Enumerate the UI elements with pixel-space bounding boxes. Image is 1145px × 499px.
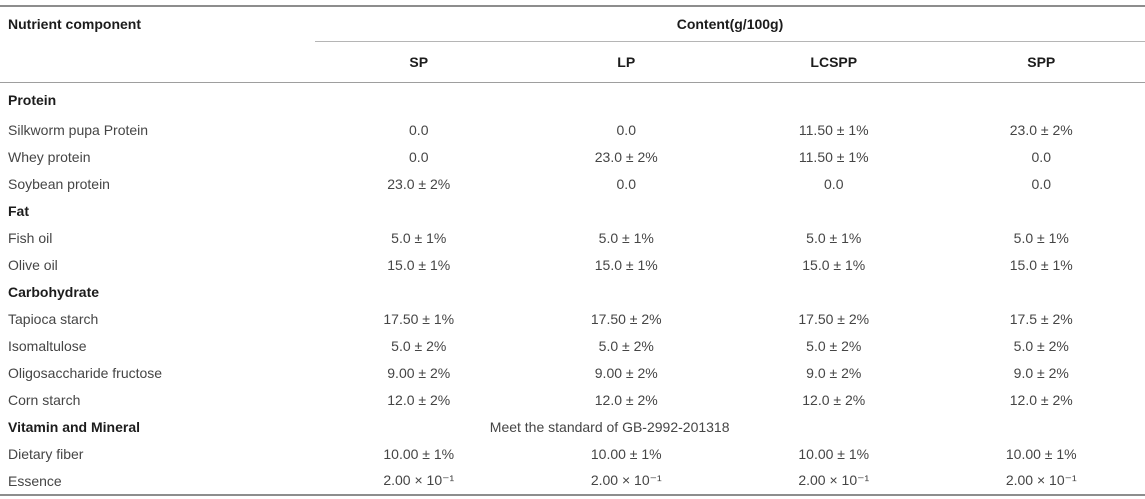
- section-title: Fat: [8, 202, 29, 219]
- row-value-sp: 23.0 ± 2%: [387, 175, 451, 192]
- section-title: Protein: [8, 91, 57, 108]
- row-value-lcspp: 17.50 ± 2%: [798, 310, 870, 327]
- table-header: Nutrient component Content(g/100g) SP LP…: [0, 6, 1145, 83]
- row-value-lcspp: 11.50 ± 1%: [798, 148, 869, 165]
- section-title: Carbohydrate: [8, 283, 100, 300]
- table-row: Fish oil 5.0 ± 1% 5.0 ± 1% 5.0 ± 1% 5.0 ± 1%: [0, 224, 1145, 251]
- table-body: Protein Silkworm pupa Protein 0.0 0.0 11.50 …: [0, 83, 1145, 496]
- row-value-spp: 12.0 ± 2%: [1009, 391, 1073, 408]
- column-header-sp: SP: [315, 41, 523, 83]
- row-value-sp: 12.0 ± 2%: [387, 391, 451, 408]
- row-label: Silkworm pupa Protein: [8, 121, 149, 138]
- row-value-sp: 17.50 ± 1%: [383, 310, 455, 327]
- row-value-lp: 5.0 ± 1%: [598, 229, 654, 246]
- row-label: Soybean protein: [8, 175, 110, 192]
- row-value-lcspp: 2.00 × 10⁻¹: [798, 472, 870, 488]
- row-value-spp: 0.0: [1031, 148, 1051, 165]
- row-value-lcspp: 10.00 ± 1%: [798, 445, 870, 462]
- row-label: Oligosaccharide fructose: [8, 364, 163, 381]
- section-note-cell: Meet the standard of GB-2992-201318: [315, 413, 1145, 440]
- row-value-spp: 17.5 ± 2%: [1009, 310, 1073, 327]
- row-label: Fish oil: [8, 229, 53, 246]
- table-row: Oligosaccharide fructose 9.00 ± 2% 9.00 ± …: [0, 359, 1145, 386]
- table-row: Corn starch 12.0 ± 2% 12.0 ± 2% 12.0 ± 2% 12…: [0, 386, 1145, 413]
- header-row-content: Nutrient component Content(g/100g): [0, 6, 1145, 83]
- row-value-lp: 15.0 ± 1%: [594, 256, 658, 273]
- section-row: Vitamin and Mineral Meet the standard of …: [0, 413, 1145, 440]
- row-value-spp: 9.0 ± 2%: [1013, 364, 1069, 381]
- row-value-lp: 0.0: [616, 175, 636, 192]
- row-value-sp: 15.0 ± 1%: [387, 256, 451, 273]
- row-value-sp: 9.00 ± 2%: [387, 364, 451, 381]
- content-group-header: Content(g/100g): [315, 6, 1145, 42]
- row-value-lp: 5.0 ± 2%: [598, 337, 654, 354]
- row-value-spp: 0.0: [1031, 175, 1051, 192]
- column-header-lp: LP: [522, 41, 730, 83]
- row-value-spp: 23.0 ± 2%: [1009, 121, 1073, 138]
- row-label: Olive oil: [8, 256, 58, 273]
- row-value-lp: 17.50 ± 2%: [590, 310, 662, 327]
- row-value-lcspp: 0.0: [824, 175, 844, 192]
- table-row: Soybean protein 23.0 ± 2% 0.0 0.0 0.0: [0, 170, 1145, 197]
- table-row: Olive oil 15.0 ± 1% 15.0 ± 1% 15.0 ± 1% 15.0…: [0, 251, 1145, 278]
- row-value-spp: 15.0 ± 1%: [1009, 256, 1073, 273]
- section-title: Vitamin and Mineral: [8, 418, 140, 435]
- nutrient-table: Nutrient component Content(g/100g) SP LP…: [0, 5, 1145, 496]
- row-value-lcspp: 15.0 ± 1%: [802, 256, 866, 273]
- table-row: Isomaltulose 5.0 ± 2% 5.0 ± 2% 5.0 ± 2% 5.0 …: [0, 332, 1145, 359]
- row-value-lcspp: 12.0 ± 2%: [802, 391, 866, 408]
- row-value-sp: 2.00 × 10⁻¹: [383, 472, 455, 488]
- section-row: Protein: [0, 83, 1145, 117]
- standards-note: Meet the standard of GB-2992-201318: [489, 418, 730, 435]
- row-value-spp: 2.00 × 10⁻¹: [1005, 472, 1077, 488]
- row-value-spp: 10.00 ± 1%: [1005, 445, 1077, 462]
- row-label: Dietary fiber: [8, 445, 84, 462]
- section-spacer-cell: [315, 278, 1145, 305]
- row-value-sp: 5.0 ± 2%: [391, 337, 447, 354]
- section-row: Fat: [0, 197, 1145, 224]
- row-value-lcspp: 5.0 ± 2%: [806, 337, 862, 354]
- row-value-spp: 5.0 ± 2%: [1013, 337, 1069, 354]
- row-value-sp: 10.00 ± 1%: [383, 445, 455, 462]
- row-value-lp: 12.0 ± 2%: [594, 391, 658, 408]
- table-row: Whey protein 0.0 23.0 ± 2% 11.50 ± 1% 0.0: [0, 143, 1145, 170]
- row-value-lcspp: 11.50 ± 1%: [798, 121, 869, 138]
- table-row: Silkworm pupa Protein 0.0 0.0 11.50 ± 1% 23.…: [0, 116, 1145, 143]
- table-row: Essence 2.00 × 10⁻¹ 2.00 × 10⁻¹ 2.00 × 10⁻¹…: [0, 467, 1145, 495]
- section-spacer-cell: [315, 197, 1145, 224]
- table-row: Dietary fiber 10.00 ± 1% 10.00 ± 1% 10.00 ±…: [0, 440, 1145, 467]
- row-label: Tapioca starch: [8, 310, 99, 327]
- table-row: Tapioca starch 17.50 ± 1% 17.50 ± 2% 17.50 …: [0, 305, 1145, 332]
- row-value-lcspp: 9.0 ± 2%: [806, 364, 862, 381]
- row-value-sp: 0.0: [409, 148, 429, 165]
- row-label: Whey protein: [8, 148, 91, 165]
- row-value-sp: 0.0: [409, 121, 429, 138]
- nutrient-component-header: Nutrient component: [0, 6, 315, 83]
- row-value-lp: 9.00 ± 2%: [594, 364, 658, 381]
- section-spacer-cell: [315, 83, 1145, 117]
- row-label: Corn starch: [8, 391, 81, 408]
- row-value-spp: 5.0 ± 1%: [1013, 229, 1069, 246]
- section-row: Carbohydrate: [0, 278, 1145, 305]
- row-label: Isomaltulose: [8, 337, 87, 354]
- row-label: Essence: [8, 472, 62, 489]
- header-row-groups: SP LP LCSPP SPP: [0, 41, 1145, 83]
- row-value-lp: 23.0 ± 2%: [594, 148, 658, 165]
- column-header-spp: SPP: [937, 41, 1145, 83]
- row-value-lp: 2.00 × 10⁻¹: [590, 472, 662, 488]
- row-value-lp: 0.0: [616, 121, 636, 138]
- column-header-lcspp: LCSPP: [730, 41, 938, 83]
- row-value-sp: 5.0 ± 1%: [391, 229, 447, 246]
- row-value-lcspp: 5.0 ± 1%: [806, 229, 862, 246]
- row-value-lp: 10.00 ± 1%: [590, 445, 662, 462]
